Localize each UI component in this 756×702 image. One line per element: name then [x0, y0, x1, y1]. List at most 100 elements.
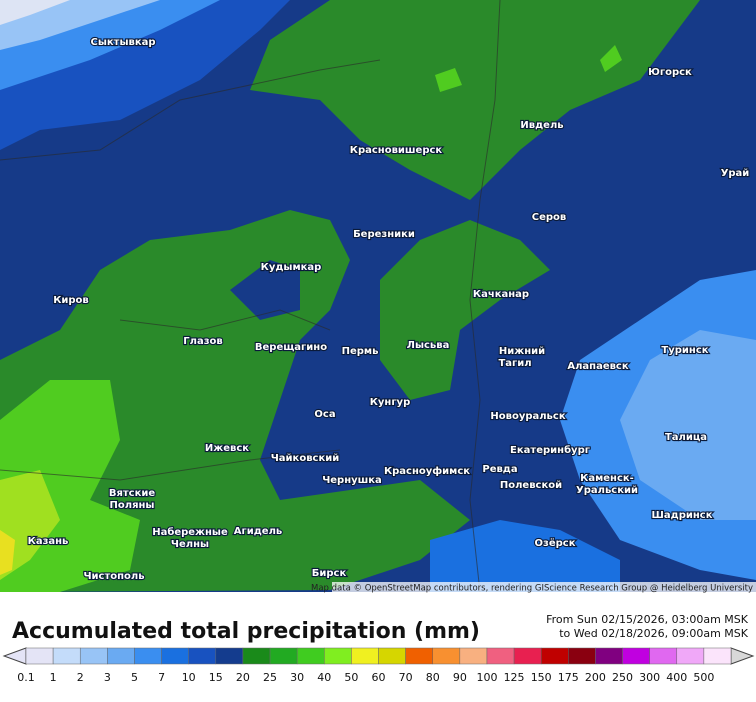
colorbar-label: 125 — [504, 671, 525, 684]
colorbar-box — [568, 647, 596, 665]
colorbar-box — [242, 647, 271, 665]
colorbar-box — [622, 647, 650, 665]
city-label: Озёрск — [535, 537, 576, 549]
colorbar-box — [676, 647, 705, 665]
colorbar-label: 250 — [612, 671, 633, 684]
colorbar-box — [324, 647, 352, 665]
city-label: Глазов — [183, 336, 222, 347]
city-label: Екатеринбург — [510, 444, 590, 456]
colorbar-box — [351, 647, 379, 665]
city-label: Набережные — [152, 526, 228, 538]
city-label: Чистополь — [83, 571, 144, 582]
city-label: Пермь — [342, 346, 379, 357]
city-label: Агидель — [234, 526, 282, 537]
colorbar-label: 0.1 — [17, 671, 35, 684]
city-label: Челны — [171, 539, 209, 550]
city-label: Ивдель — [520, 120, 563, 131]
colorbar-arrow-left — [2, 647, 27, 665]
city-label: Ревда — [482, 464, 517, 475]
city-label: Серов — [532, 212, 566, 223]
city-label: Чайковский — [271, 453, 340, 464]
city-label: Вятские — [109, 488, 156, 499]
city-label: Бирск — [312, 568, 347, 579]
colorbar-box — [459, 647, 488, 665]
colorbar-box — [79, 647, 108, 665]
colorbar-label: 400 — [666, 671, 687, 684]
title: Accumulated total precipitation (mm) — [12, 619, 480, 644]
colorbar-label: 90 — [453, 671, 467, 684]
colorbar-box — [269, 647, 298, 665]
city-label: Уральский — [576, 485, 638, 496]
colorbar-label: 2 — [77, 671, 84, 684]
colorbar-box — [25, 647, 54, 665]
colorbar-label: 300 — [639, 671, 660, 684]
colorbar-box — [540, 647, 569, 665]
colorbar-label: 5 — [131, 671, 138, 684]
colorbar-label: 70 — [399, 671, 413, 684]
city-label: Верещагино — [255, 342, 327, 353]
colorbar-label: 200 — [585, 671, 606, 684]
attribution: Map data © OpenStreetMap contributors, r… — [311, 584, 753, 594]
colorbar-label: 50 — [344, 671, 358, 684]
city-label: Югорск — [648, 67, 692, 78]
city-label: Шадринск — [652, 510, 713, 521]
colorbar-label: 20 — [236, 671, 250, 684]
colorbar-label: 80 — [426, 671, 440, 684]
colorbar-arrow-right — [730, 647, 755, 665]
colorbar-label: 175 — [558, 671, 579, 684]
colorbar-label: 150 — [531, 671, 552, 684]
colorbar-label: 7 — [158, 671, 165, 684]
colorbar-box — [107, 647, 135, 665]
city-label: Киров — [53, 295, 89, 306]
city-label: Новоуральск — [490, 411, 565, 422]
city-label: Урай — [721, 168, 750, 179]
colorbar-label: 30 — [290, 671, 304, 684]
colorbar-box — [52, 647, 81, 665]
city-label: Полевской — [500, 480, 562, 491]
city-label: Кудымкар — [261, 262, 322, 273]
colorbar-box — [513, 647, 542, 665]
city-label: Поляны — [110, 500, 155, 511]
colorbar-box — [161, 647, 189, 665]
city-label: Красновишерск — [350, 145, 443, 156]
colorbar-label: 500 — [693, 671, 714, 684]
time-to: to Wed 02/18/2026, 09:00am MSK — [559, 627, 749, 640]
colorbar-box — [595, 647, 623, 665]
city-label: Каменск- — [580, 473, 634, 484]
city-label: Ижевск — [205, 443, 249, 454]
city-label: Березники — [353, 229, 415, 240]
colorbar-label: 100 — [476, 671, 497, 684]
city-label: Качканар — [473, 289, 529, 300]
colorbar-box — [432, 647, 461, 665]
colorbar-label: 60 — [372, 671, 386, 684]
map: Сыктывкар Югорск Ивдель Красновишерск Ур… — [0, 0, 756, 594]
colorbar-label: 10 — [182, 671, 196, 684]
colorbar-box — [486, 647, 515, 665]
colorbar-box — [134, 647, 162, 665]
colorbar-label: 1 — [50, 671, 57, 684]
city-label: Лысьва — [407, 340, 450, 351]
colorbar-label: 15 — [209, 671, 223, 684]
colorbar-box — [188, 647, 217, 665]
colorbar: 0.1 1 2 3 5 7 10 15 20 25 30 40 50 60 70 80 90 100 125 150 1… — [2, 647, 755, 684]
colorbar-box — [649, 647, 678, 665]
city-label: Алапаевск — [567, 361, 629, 372]
colorbar-box — [215, 647, 244, 665]
colorbar-box — [703, 647, 732, 665]
city-labels: Сыктывкар Югорск Ивдель Красновишерск Ур… — [27, 36, 751, 583]
colorbar-label: 3 — [104, 671, 111, 684]
colorbar-label: 40 — [317, 671, 331, 684]
colorbar-box — [296, 647, 325, 665]
city-label: Туринск — [661, 345, 708, 356]
city-label: Тагил — [498, 358, 531, 369]
colorbar-box — [378, 647, 406, 665]
colorbar-box — [405, 647, 433, 665]
time-from: From Sun 02/15/2026, 03:00am MSK — [546, 613, 749, 626]
city-label: Кунгур — [370, 397, 411, 408]
city-label: Чернушка — [322, 475, 382, 486]
city-label: Казань — [28, 536, 69, 547]
colorbar-label: 25 — [263, 671, 277, 684]
city-label: Сыктывкар — [90, 37, 155, 48]
city-label: Нижний — [499, 346, 545, 357]
